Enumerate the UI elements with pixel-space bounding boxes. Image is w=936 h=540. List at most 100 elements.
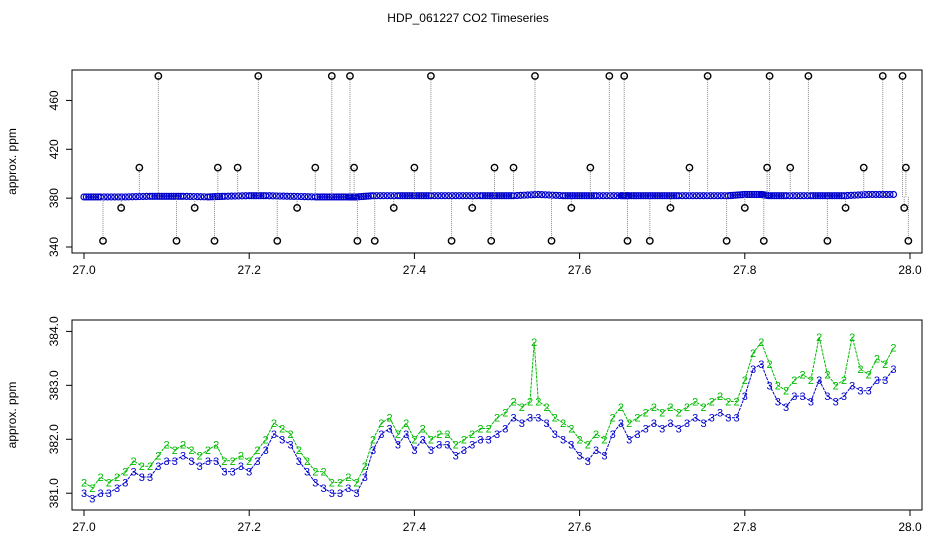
series-point-marker: 3 [577, 450, 583, 462]
y-tick-label: 381.0 [47, 478, 61, 508]
series-point-marker: 2 [733, 397, 739, 409]
baseline-point [297, 192, 305, 201]
spike-point [427, 72, 435, 80]
series-point-marker: 2 [634, 413, 640, 425]
series-point-marker: 2 [775, 380, 781, 392]
series-point-marker: 3 [510, 413, 516, 425]
baseline-point [279, 192, 288, 200]
spike-point [254, 72, 263, 80]
baseline-point [89, 193, 98, 201]
baseline-point [387, 192, 395, 200]
series-point-marker: 2 [403, 418, 409, 430]
baseline-point [234, 192, 243, 200]
spike-point [645, 236, 654, 245]
series-point-marker: 3 [420, 434, 426, 446]
baseline-point [583, 192, 591, 200]
series-point-marker: 2 [742, 375, 748, 387]
series-point-marker: 2 [411, 434, 417, 446]
series-point-marker: 2 [866, 370, 872, 382]
spike-point [786, 163, 795, 172]
spike-point [859, 163, 868, 172]
baseline-point [269, 192, 277, 200]
baseline-point [158, 192, 166, 200]
baseline-point [360, 192, 368, 200]
baseline-point [689, 192, 697, 200]
spike-point [190, 204, 199, 212]
series-point-marker: 2 [238, 450, 244, 462]
baseline-point [724, 192, 732, 200]
spike-point [389, 204, 398, 212]
series-point-marker: 2 [362, 461, 368, 473]
series-point-marker: 2 [122, 467, 128, 479]
series-point-marker: 3 [469, 440, 475, 452]
series-point-marker: 2 [188, 445, 194, 457]
baseline-point [592, 192, 600, 200]
series-point-marker: 3 [337, 488, 343, 500]
series-point-marker: 3 [461, 445, 467, 457]
y-tick-label: 420 [47, 139, 61, 159]
baseline-point [85, 193, 93, 201]
baseline-point [252, 192, 260, 200]
series-point-marker: 3 [238, 461, 244, 473]
series-point-marker: 2 [857, 364, 863, 376]
baseline-point [580, 192, 588, 200]
baseline-point [434, 192, 442, 200]
series-point-marker: 2 [428, 434, 434, 446]
series-point-marker: 3 [164, 456, 170, 468]
baseline-point [703, 192, 711, 200]
baseline-point [748, 190, 756, 199]
spike-point [117, 204, 126, 212]
x-tick-label: 27.2 [238, 520, 262, 534]
series-point-marker: 2 [444, 429, 450, 441]
x-tick-label: 27.4 [403, 520, 427, 534]
baseline-point [538, 191, 546, 199]
baseline-point [646, 192, 655, 200]
spike-point [99, 236, 107, 245]
x-tick-label: 27.8 [733, 520, 757, 534]
baseline-point [224, 192, 232, 200]
baseline-point [692, 192, 701, 200]
y-tick-label: 382.0 [47, 424, 61, 454]
baseline-point [466, 192, 474, 200]
baseline-point [527, 191, 535, 199]
spike-point [547, 236, 556, 245]
series-point-marker: 2 [585, 440, 591, 452]
series-point-marker: 2 [758, 337, 764, 349]
series-point-marker: 3 [205, 456, 211, 468]
spike-point [346, 72, 354, 80]
series-point-marker: 2 [420, 423, 426, 435]
baseline-point [193, 193, 201, 201]
series-point-marker: 2 [543, 402, 549, 414]
series-point-marker: 3 [428, 445, 434, 457]
series-point-marker: 2 [667, 402, 673, 414]
series-point-marker: 2 [725, 397, 731, 409]
baseline-point [682, 192, 690, 200]
series-point-marker: 2 [221, 456, 227, 468]
series-point-marker: 2 [849, 332, 855, 344]
series-point-marker: 2 [568, 423, 574, 435]
series-point-marker: 3 [568, 440, 574, 452]
y-tick-label: 380 [47, 188, 61, 208]
series-point-marker: 3 [519, 418, 525, 430]
series-point-marker: 2 [808, 375, 814, 387]
baseline-point [174, 192, 182, 200]
series-point-marker: 3 [882, 375, 888, 387]
baseline-point [206, 193, 214, 201]
x-tick-label: 27.2 [238, 263, 262, 277]
baseline-point [373, 192, 381, 200]
series-point-marker: 3 [81, 488, 87, 500]
series-point-marker: 2 [700, 402, 706, 414]
spike-point [685, 163, 694, 172]
baseline-point [743, 190, 751, 199]
series-point-marker: 2 [618, 402, 624, 414]
series-point-marker: 2 [453, 440, 459, 452]
spike-point [172, 236, 181, 245]
baseline-point [355, 193, 363, 201]
baseline-point [559, 192, 567, 200]
baseline-point [403, 192, 411, 200]
series-point-marker: 3 [560, 434, 566, 446]
baseline-point [483, 192, 492, 200]
baseline-point [146, 192, 154, 200]
